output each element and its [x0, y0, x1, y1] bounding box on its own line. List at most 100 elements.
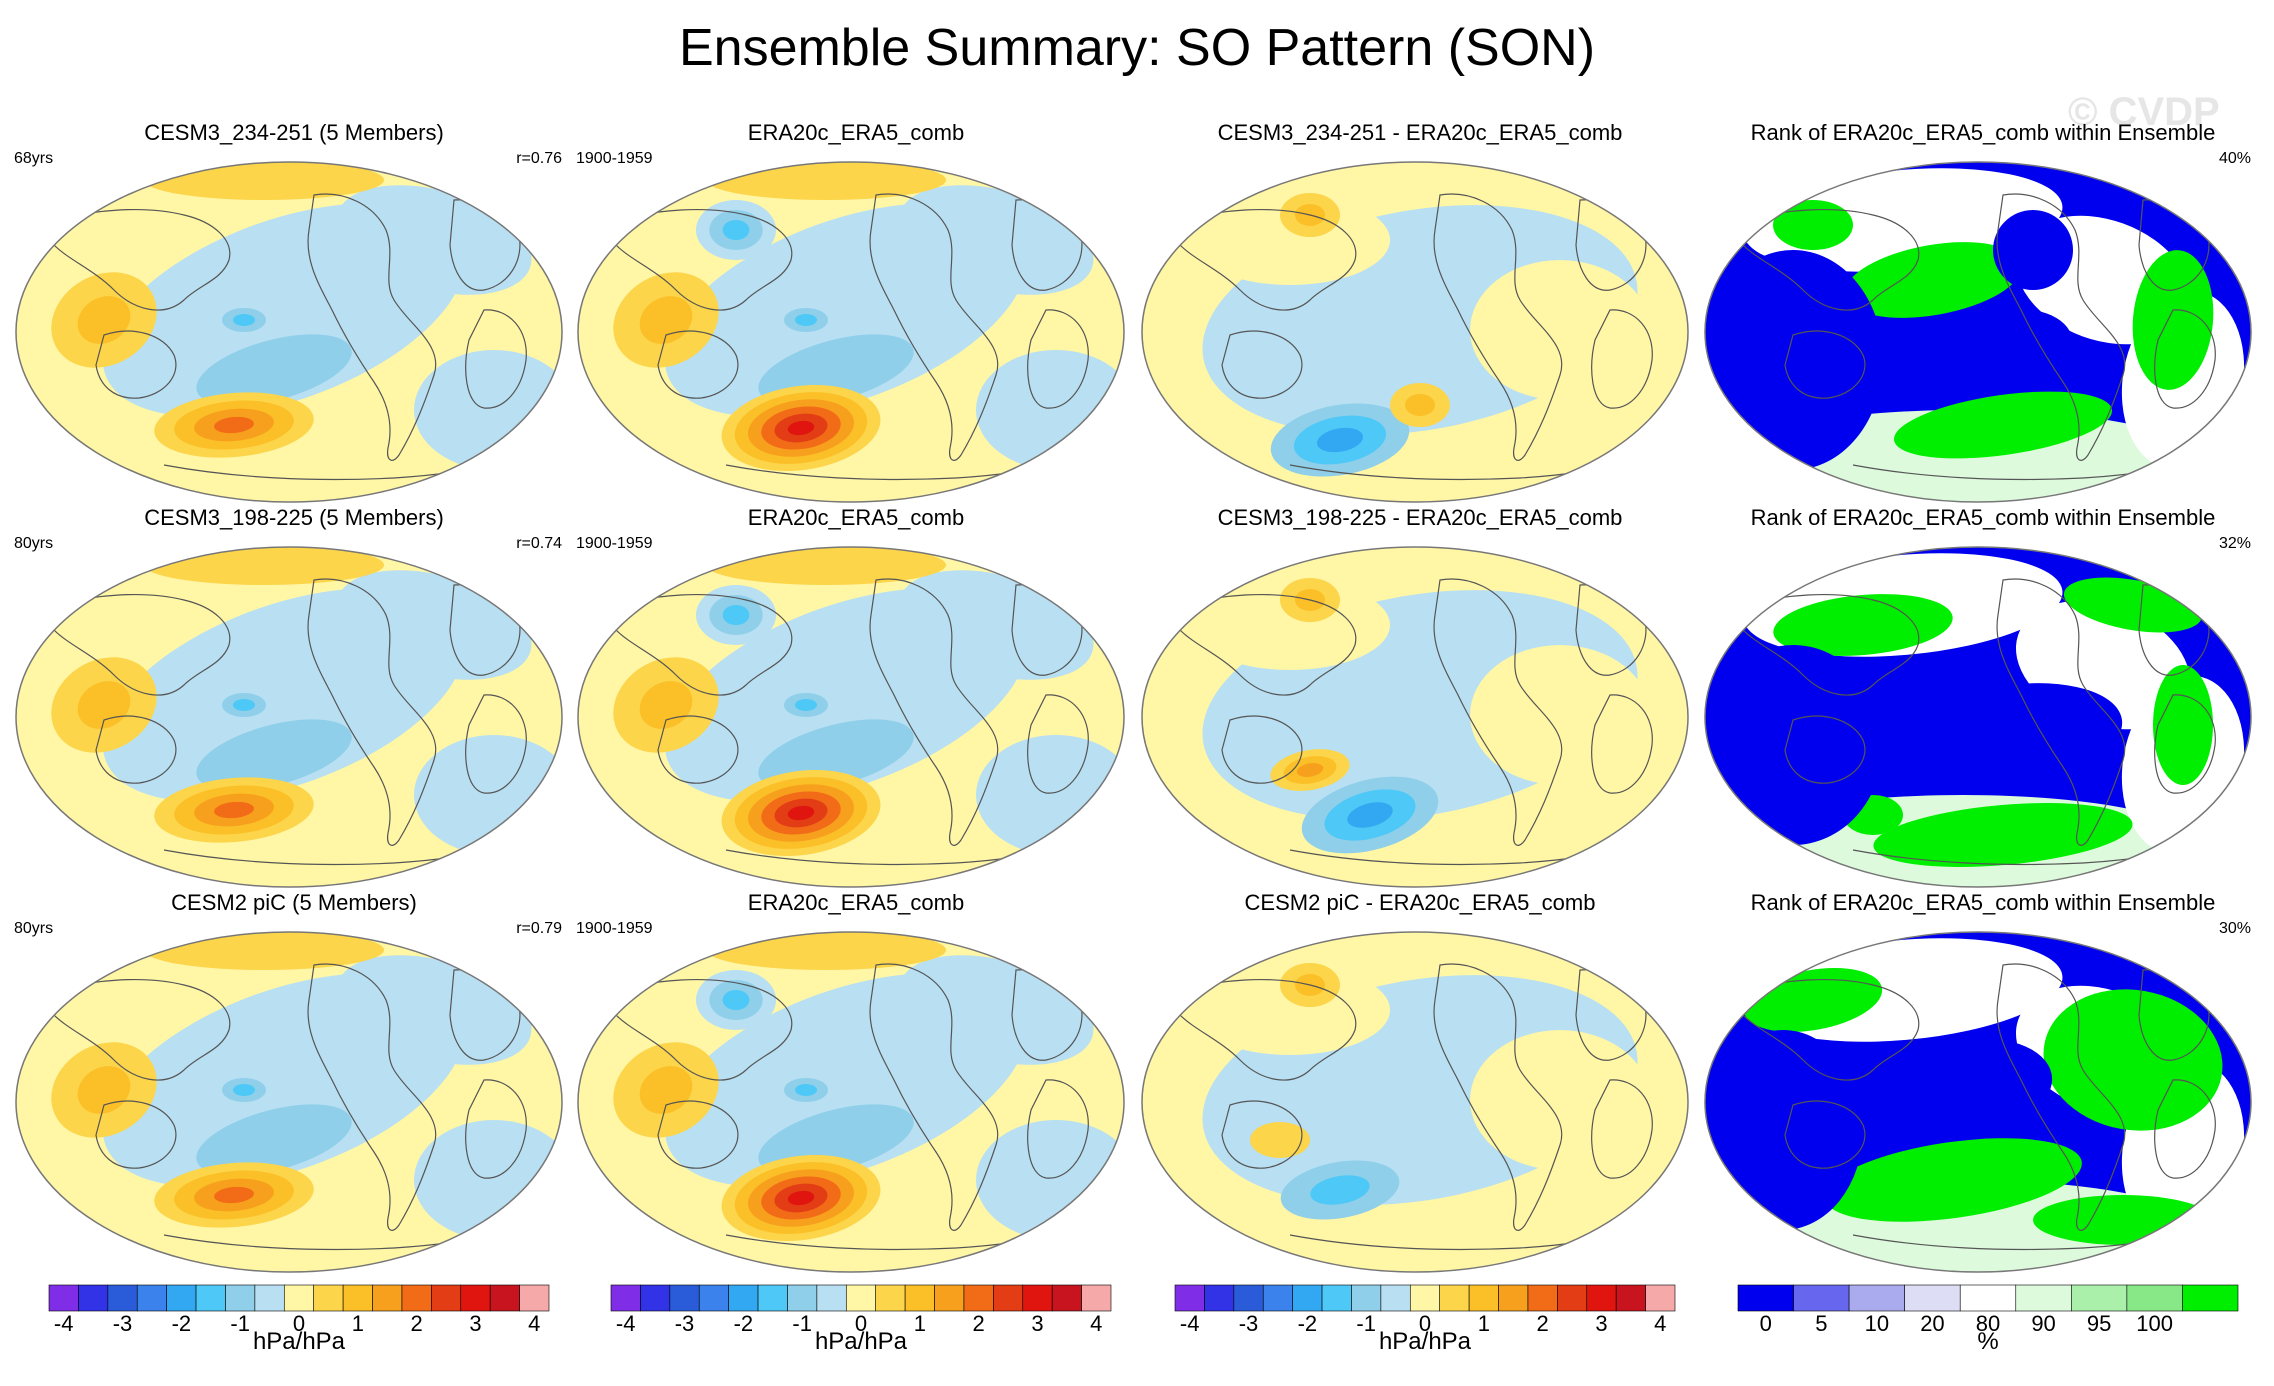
colorbar-swatch	[1204, 1285, 1233, 1311]
colorbar-swatch	[490, 1285, 519, 1311]
map-plot	[1140, 160, 1690, 505]
colorbar-swatch	[343, 1285, 372, 1311]
colorbar-swatch	[876, 1285, 905, 1311]
colorbar-swatch	[225, 1285, 254, 1311]
contour-neg	[795, 699, 817, 711]
rank-patch	[1703, 1030, 1863, 1230]
contour-neg	[233, 1084, 255, 1096]
colorbar-swatch	[461, 1285, 490, 1311]
colorbar-swatch	[78, 1285, 107, 1311]
contour-neg	[723, 220, 750, 240]
colorbar: -4 -3 -2 -1 0 1 2 3 4	[606, 1283, 1116, 1333]
colorbar-swatch	[905, 1285, 934, 1311]
panel-title: CESM2 piC - ERA20c_ERA5_comb	[1140, 890, 1700, 916]
colorbar-swatch	[1469, 1285, 1498, 1311]
colorbar-swatch	[1023, 1285, 1052, 1311]
rank-patch	[1703, 645, 1883, 845]
panel-title: Rank of ERA20c_ERA5_comb within Ensemble	[1703, 890, 2263, 916]
map-plot	[14, 545, 564, 890]
colorbar-swatch	[1646, 1285, 1675, 1311]
map-plot	[576, 160, 1126, 505]
page-title: Ensemble Summary: SO Pattern (SON)	[0, 18, 2274, 78]
rank-patch	[2153, 665, 2213, 785]
rank-patch	[1703, 250, 1883, 470]
colorbar-swatch	[1587, 1285, 1616, 1311]
colorbar-swatch	[2127, 1285, 2183, 1311]
colorbar: 0 5 10 20 80 90 95 100	[1733, 1283, 2243, 1333]
colorbar-swatch	[1960, 1285, 2016, 1311]
map-panel: CESM2 piC - ERA20c_ERA5_comb	[1140, 890, 1700, 1275]
colorbar-swatch	[758, 1285, 787, 1311]
map-panel: Rank of ERA20c_ERA5_comb within Ensemble…	[1703, 120, 2263, 505]
contour-neg	[723, 605, 750, 625]
map-panel: CESM2 piC (5 Members) 80yrs r=0.79	[14, 890, 574, 1275]
map-panel: Rank of ERA20c_ERA5_comb within Ensemble…	[1703, 890, 2263, 1275]
colorbar-swatch	[2182, 1285, 2238, 1311]
map-plot	[576, 545, 1126, 890]
colorbar-swatch	[1440, 1285, 1469, 1311]
panel-title: CESM3_198-225 - ERA20c_ERA5_comb	[1140, 505, 1700, 531]
panel-title: Rank of ERA20c_ERA5_comb within Ensemble	[1703, 505, 2263, 531]
colorbar-swatch	[611, 1285, 640, 1311]
colorbar-swatch	[1293, 1285, 1322, 1311]
colorbar-swatch	[1616, 1285, 1645, 1311]
colorbar-swatch	[137, 1285, 166, 1311]
contour-neg	[233, 699, 255, 711]
colorbar-swatch	[1499, 1285, 1528, 1311]
panel-title: CESM3_198-225 (5 Members)	[14, 505, 574, 531]
colorbar-swatch	[520, 1285, 549, 1311]
map-panel: CESM3_198-225 (5 Members) 80yrs r=0.74	[14, 505, 574, 890]
colorbar-swatch	[196, 1285, 225, 1311]
colorbar-swatch	[1351, 1285, 1380, 1311]
colorbar-swatch	[1263, 1285, 1292, 1311]
contour-neg	[233, 314, 255, 326]
contour-neg	[795, 1084, 817, 1096]
colorbar-swatch	[1052, 1285, 1081, 1311]
contour-pos	[1470, 645, 1650, 785]
colorbar-swatch	[2071, 1285, 2127, 1311]
contour-pos	[1470, 260, 1650, 400]
colorbar-swatch	[49, 1285, 78, 1311]
panel-title: CESM3_234-251 (5 Members)	[14, 120, 574, 146]
map-plot	[576, 930, 1126, 1275]
panel-title: ERA20c_ERA5_comb	[576, 890, 1136, 916]
colorbar-unit: hPa/hPa	[1170, 1328, 1680, 1356]
colorbar-swatch	[1528, 1285, 1557, 1311]
panel-title: CESM2 piC (5 Members)	[14, 890, 574, 916]
colorbar-swatch	[1794, 1285, 1850, 1311]
map-panel: ERA20c_ERA5_comb 1900-1959	[576, 120, 1136, 505]
map-plot	[14, 160, 564, 505]
colorbar-swatch	[640, 1285, 669, 1311]
map-plot	[1140, 930, 1690, 1275]
contour-pos	[1405, 394, 1435, 416]
map-panel: CESM3_234-251 (5 Members) 68yrs r=0.76	[14, 120, 574, 505]
rank-patch	[2033, 1195, 2213, 1245]
map-panel: CESM3_198-225 - ERA20c_ERA5_comb	[1140, 505, 1700, 890]
colorbar-swatch	[1738, 1285, 1794, 1311]
rank-patch	[1773, 200, 1853, 250]
colorbar-swatch	[817, 1285, 846, 1311]
map-plot	[1703, 545, 2253, 890]
colorbar-swatch	[1381, 1285, 1410, 1311]
contour-neg	[723, 990, 750, 1010]
colorbar-swatch	[1557, 1285, 1586, 1311]
panel-title: ERA20c_ERA5_comb	[576, 120, 1136, 146]
colorbar-unit: hPa/hPa	[606, 1328, 1116, 1356]
colorbar-unit: hPa/hPa	[44, 1328, 554, 1356]
contour-neg	[795, 314, 817, 326]
panel-title: ERA20c_ERA5_comb	[576, 505, 1136, 531]
colorbar-swatch	[284, 1285, 313, 1311]
colorbar-swatch	[935, 1285, 964, 1311]
colorbar-unit: %	[1733, 1328, 2243, 1356]
colorbar-swatch	[964, 1285, 993, 1311]
colorbar: -4 -3 -2 -1 0 1 2 3 4	[44, 1283, 554, 1333]
map-plot	[1140, 545, 1690, 890]
colorbar-swatch	[1849, 1285, 1905, 1311]
colorbar-swatch	[846, 1285, 875, 1311]
colorbar-swatch	[1322, 1285, 1351, 1311]
map-panel: ERA20c_ERA5_comb 1900-1959	[576, 890, 1136, 1275]
colorbar-swatch	[729, 1285, 758, 1311]
colorbar-swatch	[670, 1285, 699, 1311]
colorbar-swatch	[373, 1285, 402, 1311]
colorbar-swatch	[167, 1285, 196, 1311]
